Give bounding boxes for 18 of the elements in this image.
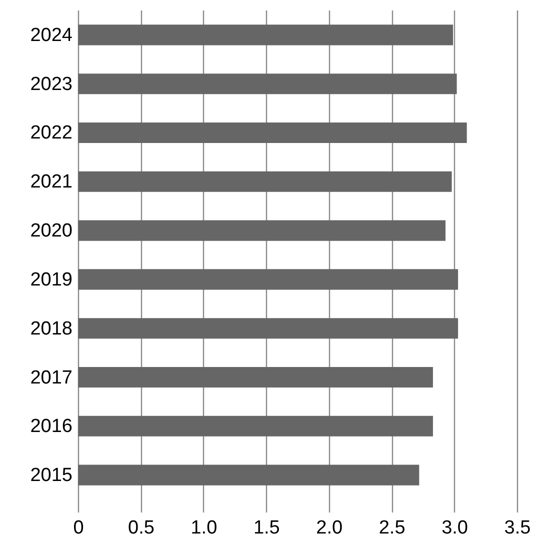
x-tick-label: 3.0	[442, 518, 468, 538]
y-tick-label: 2020	[30, 220, 72, 242]
y-tick-label: 2022	[30, 122, 72, 144]
y-tick-label: 2023	[30, 74, 72, 95]
x-tick-label: 3.5	[504, 518, 531, 538]
x-tick-label: 0	[73, 518, 84, 538]
x-tick-label: 1.5	[253, 518, 280, 538]
y-tick-label: 2015	[30, 465, 72, 486]
x-tick-label: 2.5	[378, 518, 406, 538]
y-tick-label: 2018	[30, 318, 72, 340]
y-tick-label: 2024	[30, 24, 73, 46]
x-tick-label: 1.0	[190, 518, 218, 538]
x-tick-label: 2.0	[316, 518, 343, 538]
y-tick-label: 2017	[30, 367, 72, 388]
y-tick-label: 2019	[30, 269, 72, 290]
y-tick-label: 2021	[30, 172, 72, 193]
x-tick-label: 0.5	[128, 518, 154, 538]
y-tick-label: 2016	[30, 416, 72, 438]
